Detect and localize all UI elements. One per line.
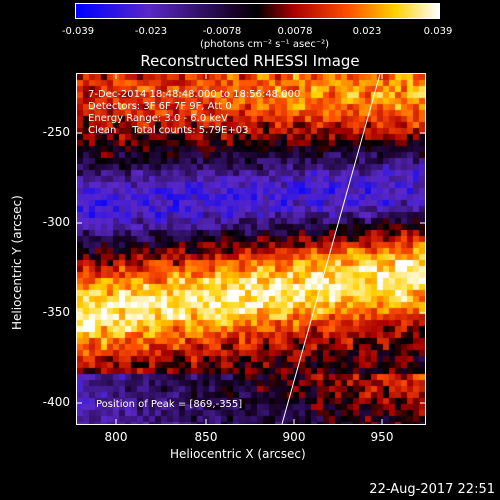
- x-tick: 950: [370, 430, 394, 444]
- y-tick: -350: [42, 305, 70, 319]
- colorbar-tick: 0.023: [352, 26, 382, 37]
- y-tick: -300: [42, 215, 70, 229]
- info-time-range: 7-Dec-2014 18:48:48.000 to 18:56:48.000: [88, 89, 301, 100]
- colorbar: [75, 3, 440, 19]
- x-axis-label: Heliocentric X (arcsec): [170, 447, 306, 461]
- info-counts: Clean Total counts: 5.79E+03: [88, 125, 249, 136]
- x-tick: 900: [282, 430, 306, 444]
- colorbar-tick: -0.039: [61, 26, 95, 37]
- plot-title: Reconstructed RHESSI Image: [140, 52, 360, 70]
- colorbar-unit-label: (photons cm⁻² s⁻¹ asec⁻²): [200, 39, 330, 50]
- y-tick: -250: [42, 125, 70, 139]
- info-detectors: Detectors: 3F 6F 7F 9F, Att 0: [88, 101, 232, 112]
- image-plot: 7-Dec-2014 18:48:48.000 to 18:56:48.000 …: [76, 73, 426, 425]
- x-tick: 850: [194, 430, 218, 444]
- peak-position: Position of Peak = [869,-355]: [96, 399, 243, 410]
- x-tick: 800: [104, 430, 128, 444]
- colorbar-tick: 0.0078: [277, 26, 313, 37]
- colorbar-tick: -0.0078: [202, 26, 242, 37]
- y-tick: -400: [42, 395, 70, 409]
- limb-line: [281, 74, 381, 424]
- colorbar-tick: -0.023: [134, 26, 168, 37]
- date-stamp: 22-Aug-2017 22:51: [369, 482, 495, 497]
- y-axis-label: Heliocentric Y (arcsec): [10, 195, 24, 330]
- colorbar-tick: 0.039: [423, 26, 453, 37]
- info-energy-range: Energy Range: 3.0 - 6.0 keV: [88, 113, 228, 124]
- heatmap-image: [77, 74, 425, 424]
